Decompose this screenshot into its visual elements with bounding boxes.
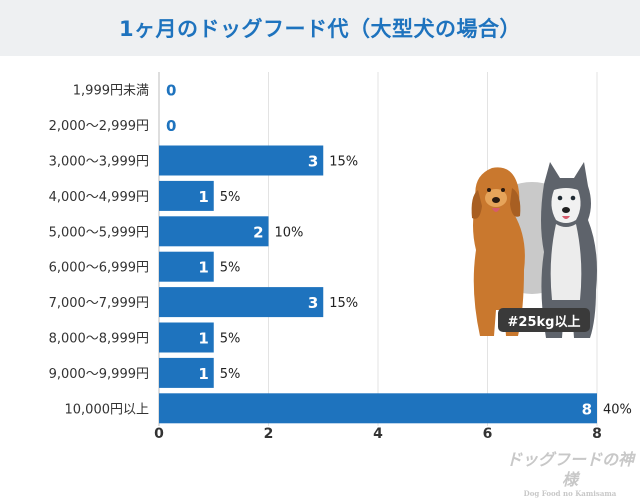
y-category-label: 10,000円以上 xyxy=(65,402,150,417)
y-category-label: 9,000〜9,999円 xyxy=(49,367,149,382)
bar xyxy=(159,145,324,176)
bar xyxy=(159,251,214,282)
y-category-label: 4,000〜4,999円 xyxy=(49,190,149,205)
bar-value-label: 3 xyxy=(308,294,318,312)
y-category-label: 6,000〜6,999円 xyxy=(49,261,149,276)
watermark-sub: Dog Food no Kamisama xyxy=(523,489,617,498)
husky-icon xyxy=(541,162,597,338)
golden-retriever-icon xyxy=(471,167,525,336)
x-tick-label: 2 xyxy=(264,426,274,442)
x-tick-label: 0 xyxy=(154,426,164,442)
x-tick-label: 4 xyxy=(373,426,383,442)
watermark-name: ドッグフードの神様 xyxy=(505,450,634,489)
weight-badge: #25kg以上 xyxy=(498,308,590,332)
y-category-label: 1,999円未満 xyxy=(73,84,149,99)
bar-percent-label: 15% xyxy=(329,155,358,170)
bar-percent-label: 40% xyxy=(603,402,632,417)
bar-percent-label: 5% xyxy=(220,332,241,347)
bar-percent-label: 10% xyxy=(275,225,304,240)
bar xyxy=(159,180,214,211)
bar xyxy=(159,216,269,247)
bar-percent-label: 5% xyxy=(220,190,241,205)
bar-value-label: 2 xyxy=(253,223,263,241)
bar-value-label: 1 xyxy=(198,330,208,348)
dogs-illustration xyxy=(471,162,597,338)
y-category-label: 8,000〜8,999円 xyxy=(49,332,149,347)
bar xyxy=(159,357,214,388)
bar-value-label: 3 xyxy=(308,153,318,171)
y-category-label: 2,000〜2,999円 xyxy=(49,119,149,134)
bar xyxy=(159,393,597,424)
bar-value-label: 0 xyxy=(166,82,176,100)
watermark-logo: ドッグフードの神様 Dog Food no Kamisama xyxy=(504,450,636,498)
title-bar: 1ヶ月のドッグフード代（大型犬の場合） xyxy=(0,0,640,56)
bar-value-label: 0 xyxy=(166,117,176,135)
bar-value-label: 1 xyxy=(198,259,208,277)
x-tick-label: 6 xyxy=(483,426,493,442)
bar-value-label: 8 xyxy=(582,400,592,418)
bar-percent-label: 15% xyxy=(329,296,358,311)
page-title: 1ヶ月のドッグフード代（大型犬の場合） xyxy=(118,17,522,41)
bar xyxy=(159,287,324,318)
x-tick-label: 8 xyxy=(592,426,602,442)
bar-value-label: 1 xyxy=(198,188,208,206)
bar-chart: 0 2 4 6 8 1,999円未満 0 2,000〜2,999円 0 3,000〜3,999円 3… xyxy=(49,72,632,442)
bar-value-label: 1 xyxy=(198,365,208,383)
bar-percent-label: 5% xyxy=(220,261,241,276)
bar xyxy=(159,322,214,353)
y-category-label: 5,000〜5,999円 xyxy=(49,225,149,240)
bar-percent-label: 5% xyxy=(220,367,241,382)
y-category-label: 3,000〜3,999円 xyxy=(49,155,149,170)
y-category-label: 7,000〜7,999円 xyxy=(49,296,149,311)
